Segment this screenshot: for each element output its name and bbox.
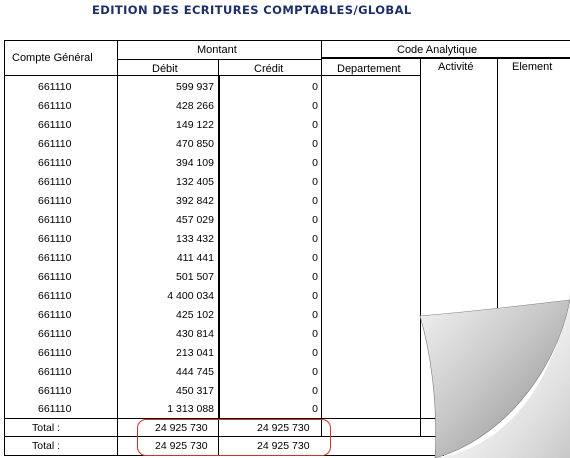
row-compte: 661110 [38, 138, 72, 150]
row-credit: 0 [312, 403, 318, 415]
row-credit: 0 [312, 138, 318, 150]
analytique-subheader-rule [322, 57, 570, 59]
row-debit: 457 029 [176, 214, 214, 226]
table-left-border [4, 40, 5, 456]
report-title: EDITION DES ECRITURES COMPTABLES/GLOBAL [92, 3, 412, 17]
row-compte: 661110 [38, 403, 72, 415]
debit-credit-divider-bold [219, 75, 220, 418]
row-compte: 661110 [38, 214, 72, 226]
row-credit: 0 [312, 233, 318, 245]
row-compte: 661110 [38, 119, 72, 131]
row-compte: 661110 [38, 157, 72, 169]
total-mid-rule [4, 436, 444, 437]
row-credit: 0 [312, 252, 318, 264]
header-code-analytique: Code Analytique [397, 44, 478, 56]
row-compte: 661110 [38, 81, 72, 93]
row-credit: 0 [312, 176, 318, 188]
row-compte: 661110 [38, 100, 72, 112]
row-credit: 0 [312, 309, 318, 321]
row-compte: 661110 [38, 366, 72, 378]
row-credit: 0 [312, 271, 318, 283]
row-credit: 0 [312, 119, 318, 131]
debit-credit-divider [218, 59, 219, 456]
header-departement: Departement [337, 63, 401, 75]
row-debit: 149 122 [176, 119, 214, 131]
row-debit: 133 432 [176, 233, 214, 245]
total-top-rule [4, 418, 444, 419]
total-label: Total : [31, 422, 60, 434]
total-credit: 24 925 730 [257, 422, 310, 434]
credit-analytique-divider [321, 40, 322, 436]
row-credit: 0 [312, 385, 318, 397]
header-debit: Débit [152, 63, 178, 75]
row-credit: 0 [312, 290, 318, 302]
row-compte: 661110 [38, 385, 72, 397]
row-debit: 213 041 [176, 347, 214, 359]
row-debit: 4 400 034 [167, 290, 214, 302]
row-compte: 661110 [38, 347, 72, 359]
row-compte: 661110 [38, 328, 72, 340]
total-credit: 24 925 730 [257, 440, 310, 452]
row-compte: 661110 [38, 233, 72, 245]
row-compte: 661110 [38, 176, 72, 188]
row-compte: 661110 [38, 271, 72, 283]
row-debit: 425 102 [176, 309, 214, 321]
total-bottom-rule [4, 455, 444, 456]
header-bottom-rule [4, 75, 420, 76]
row-credit: 0 [312, 81, 318, 93]
header-credit: Crédit [254, 63, 284, 75]
row-credit: 0 [312, 328, 318, 340]
total-debit: 24 925 730 [155, 440, 208, 452]
row-debit: 132 405 [176, 176, 214, 188]
activite-element-divider [497, 59, 498, 319]
row-credit: 0 [312, 157, 318, 169]
row-debit: 450 317 [176, 385, 214, 397]
montant-subheader-rule [117, 59, 321, 60]
row-credit: 0 [312, 100, 318, 112]
compte-debit-divider [117, 40, 118, 456]
row-debit: 394 109 [176, 157, 214, 169]
total-debit: 24 925 730 [155, 422, 208, 434]
row-credit: 0 [312, 366, 318, 378]
row-debit: 1 313 088 [167, 403, 214, 415]
header-montant: Montant [197, 44, 237, 56]
header-element: Element [512, 61, 553, 73]
row-credit: 0 [312, 214, 318, 226]
row-debit: 411 441 [176, 252, 214, 264]
row-compte: 661110 [38, 195, 72, 207]
row-debit: 599 937 [176, 81, 214, 93]
row-compte: 661110 [38, 309, 72, 321]
row-debit: 428 266 [176, 100, 214, 112]
total-label: Total : [31, 440, 60, 452]
row-debit: 470 850 [176, 138, 214, 150]
table-top-border [4, 40, 570, 41]
page-curl-icon [419, 290, 570, 458]
row-debit: 444 745 [176, 366, 214, 378]
row-debit: 430 814 [176, 328, 214, 340]
row-compte: 661110 [38, 252, 72, 264]
header-activite: Activité [438, 61, 474, 73]
row-compte: 661110 [38, 290, 72, 302]
row-debit: 392 842 [176, 195, 214, 207]
row-debit: 501 507 [176, 271, 214, 283]
row-credit: 0 [312, 347, 318, 359]
header-compte-general: Compte Général [12, 52, 93, 64]
row-credit: 0 [312, 195, 318, 207]
departement-activite-divider [420, 59, 421, 436]
